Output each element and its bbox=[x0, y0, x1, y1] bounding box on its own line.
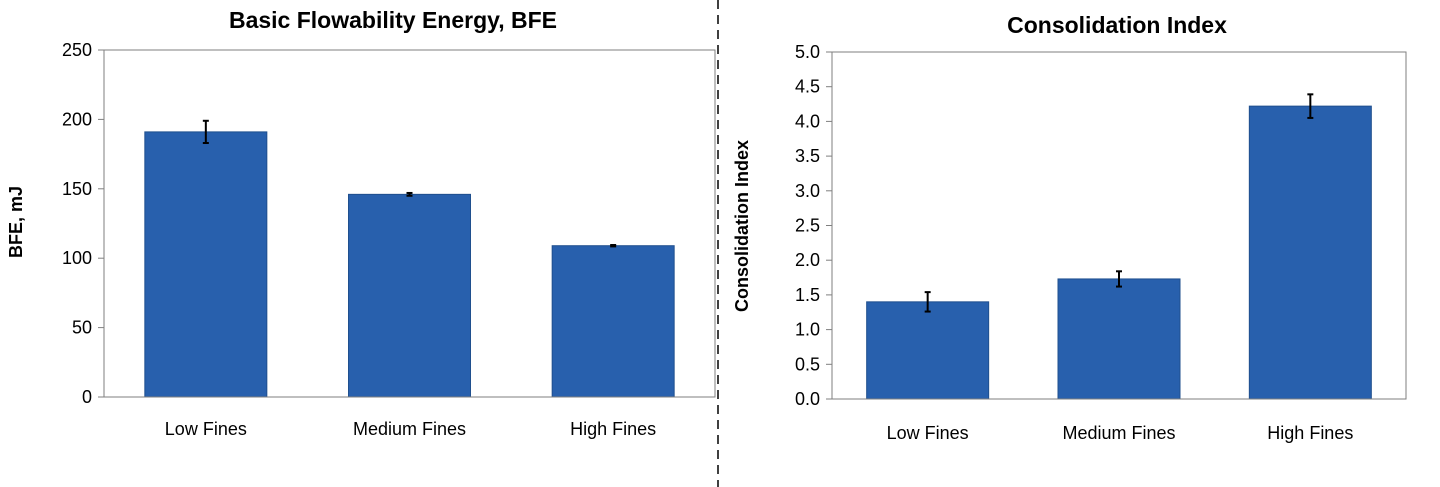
plot-frame bbox=[831, 51, 1407, 400]
y-tick-label: 4.5 bbox=[795, 77, 820, 97]
bars bbox=[866, 105, 1372, 400]
bar bbox=[348, 193, 471, 398]
y-tick-label: 50 bbox=[72, 318, 92, 338]
chart-title: Consolidation Index bbox=[1007, 12, 1227, 38]
x-axis-categories: Low Fines Medium Fines High Fines bbox=[165, 419, 656, 439]
y-tick-label: 2.5 bbox=[795, 216, 820, 236]
x-category-label: Medium Fines bbox=[353, 419, 466, 439]
bar bbox=[866, 301, 990, 400]
y-axis-ticks: 0.0 0.5 1.0 1.5 2.0 2.5 3.0 3.5 4.0 4.5 5.0 bbox=[795, 42, 832, 409]
plot-frame bbox=[103, 49, 716, 398]
bar bbox=[551, 245, 675, 398]
chart-title: Basic Flowability Energy, BFE bbox=[229, 7, 557, 33]
x-category-label: High Fines bbox=[570, 419, 656, 439]
y-axis-ticks: 0 50 100 150 200 250 bbox=[62, 40, 104, 407]
bars bbox=[144, 131, 675, 398]
y-tick-label: 200 bbox=[62, 109, 92, 129]
y-tick-label: 4.0 bbox=[795, 111, 820, 131]
y-axis-label: Consolidation Index bbox=[732, 140, 752, 312]
y-tick-label: 0 bbox=[82, 387, 92, 407]
y-tick-label: 0.0 bbox=[795, 389, 820, 409]
y-tick-label: 1.5 bbox=[795, 285, 820, 305]
error-bars bbox=[202, 119, 617, 248]
y-tick-label: 1.0 bbox=[795, 320, 820, 340]
y-tick-label: 250 bbox=[62, 40, 92, 60]
consolidation-index-chart: Consolidation Index Consolidation Index … bbox=[732, 12, 1407, 443]
x-axis-categories: Low Fines Medium Fines High Fines bbox=[887, 423, 1354, 443]
y-tick-label: 5.0 bbox=[795, 42, 820, 62]
y-tick-label: 3.5 bbox=[795, 146, 820, 166]
bar bbox=[144, 131, 268, 398]
y-tick-label: 3.0 bbox=[795, 181, 820, 201]
bar bbox=[1057, 278, 1181, 400]
y-tick-label: 150 bbox=[62, 179, 92, 199]
x-category-label: Low Fines bbox=[165, 419, 247, 439]
y-tick-label: 2.0 bbox=[795, 250, 820, 270]
bfe-chart: Basic Flowability Energy, BFE BFE, mJ 0 5… bbox=[6, 7, 716, 439]
y-axis-label: BFE, mJ bbox=[6, 186, 26, 258]
x-category-label: Low Fines bbox=[887, 423, 969, 443]
x-category-label: Medium Fines bbox=[1062, 423, 1175, 443]
y-tick-label: 0.5 bbox=[795, 354, 820, 374]
error-bars bbox=[924, 93, 1314, 313]
bar bbox=[1248, 105, 1372, 400]
y-tick-label: 100 bbox=[62, 248, 92, 268]
x-category-label: High Fines bbox=[1267, 423, 1353, 443]
